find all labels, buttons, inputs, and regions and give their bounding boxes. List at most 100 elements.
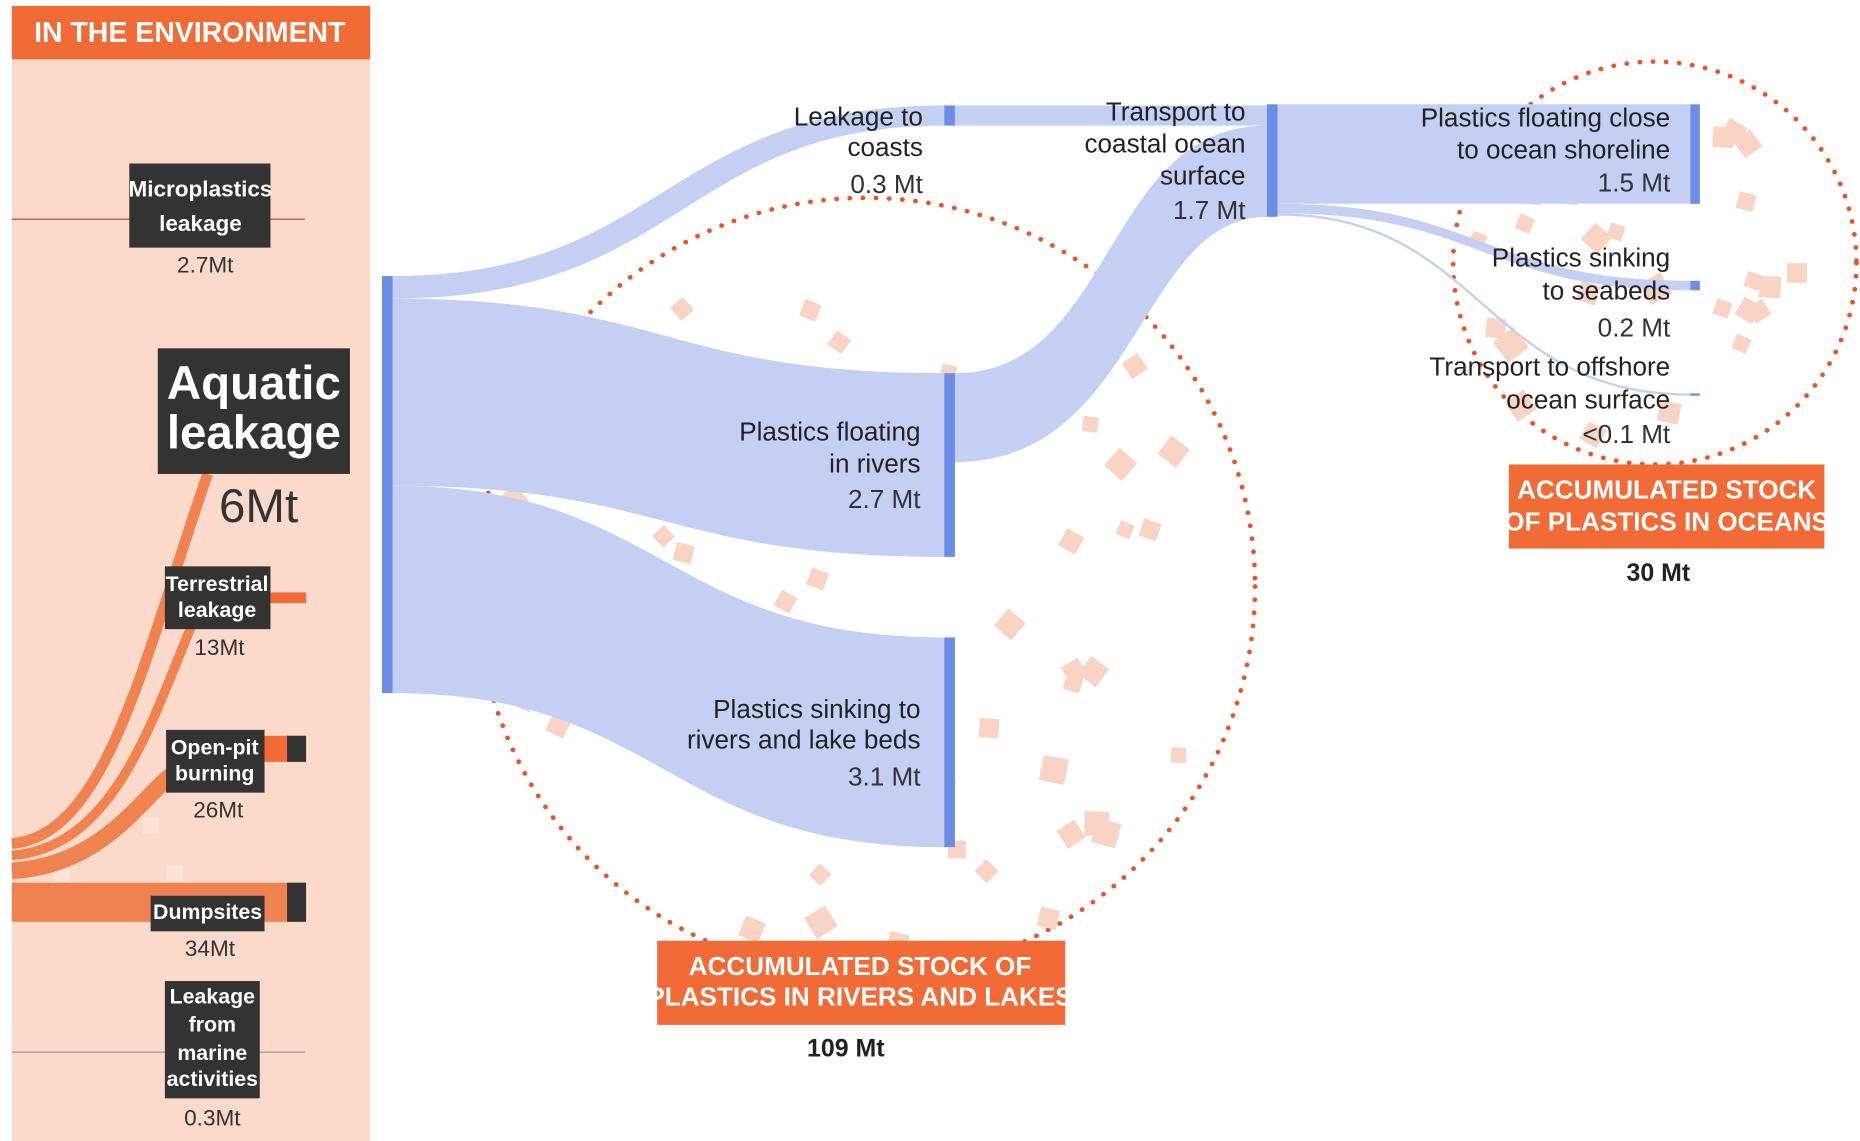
node-label: Leakage to <box>794 101 923 131</box>
decor-square <box>1733 129 1763 159</box>
left-value: 13Mt <box>194 635 245 660</box>
label-box <box>164 566 271 630</box>
flow-line <box>11 614 201 861</box>
decor-square <box>1077 656 1110 688</box>
left-label: Aquatic <box>167 357 341 410</box>
label-box <box>164 981 260 1099</box>
node-value: 3.1 Mt <box>848 761 921 791</box>
flow-line <box>11 472 213 849</box>
decor-square <box>1758 275 1782 299</box>
decor-square <box>1656 399 1682 425</box>
node-value: <0.1 Mt <box>1582 419 1671 449</box>
node-value: 0.3 Mt <box>850 169 923 199</box>
decor-square <box>1743 270 1764 291</box>
decor-square <box>1787 263 1807 283</box>
left-label: activities <box>167 1067 258 1091</box>
node-label: Plastics floating <box>739 417 920 447</box>
left-value: 6Mt <box>219 480 298 533</box>
left-label: Leakage <box>170 984 256 1008</box>
decor-square <box>974 859 999 884</box>
node-bar <box>1690 104 1700 204</box>
decor-square <box>166 864 183 882</box>
flow-line <box>11 763 183 880</box>
node-label: in rivers <box>829 449 920 479</box>
decor-square <box>669 296 694 321</box>
node-labels: Leakage to coasts 0.3 Mt Plastics floati… <box>687 97 1671 792</box>
node-label: to ocean shoreline <box>1457 135 1670 165</box>
decor-square <box>1056 819 1086 849</box>
node-label: surface <box>1160 161 1246 191</box>
node-label: to seabeds <box>1543 276 1671 306</box>
flow <box>1277 213 1691 396</box>
decor-square <box>1575 280 1601 306</box>
left-label: leakage <box>159 211 242 236</box>
decor-square <box>1504 389 1537 422</box>
decor-square <box>1115 520 1135 540</box>
left-label: Terrestrial <box>166 572 269 596</box>
decor-square <box>805 567 830 591</box>
decor-square <box>978 717 1000 739</box>
flow <box>1277 203 1691 291</box>
node-bar <box>381 276 393 694</box>
node-bar <box>1266 104 1278 217</box>
decor-square <box>804 905 838 940</box>
end-cap <box>287 882 307 922</box>
decor-square <box>1038 754 1069 785</box>
node-bar <box>944 637 955 848</box>
left-label: Microplastics <box>128 177 272 202</box>
node-bar <box>944 373 955 557</box>
decor-square <box>738 915 767 944</box>
stock-label: ACCUMULATED STOCK <box>1517 475 1816 505</box>
stock-circle <box>474 195 1258 978</box>
label-box <box>150 895 265 932</box>
decor-square <box>993 608 1026 641</box>
decor-square <box>827 330 852 355</box>
label-box <box>129 163 271 248</box>
left-label: leakage <box>167 407 341 460</box>
decor-square <box>1485 317 1507 339</box>
left-label: from <box>189 1013 236 1037</box>
decor-square <box>1580 222 1613 254</box>
node-bar <box>1690 280 1700 291</box>
stock-box <box>657 940 1066 1025</box>
decor-square <box>53 868 70 886</box>
decor-square <box>808 863 832 886</box>
stock-box <box>1508 464 1825 549</box>
decor-square <box>1734 296 1763 325</box>
node-bar <box>944 105 955 126</box>
node-label: Plastics sinking <box>1492 242 1670 272</box>
flow <box>392 485 945 848</box>
node-label: ocean surface <box>1506 385 1670 415</box>
decor-square <box>1084 811 1110 836</box>
left-label: Dumpsites <box>153 900 262 924</box>
flow <box>1277 104 1691 204</box>
node-label: Plastics floating close <box>1421 103 1670 133</box>
left-title: IN THE ENVIRONMENT <box>34 17 346 49</box>
flow <box>392 298 945 557</box>
decor-square <box>1103 447 1138 481</box>
left-label: leakage <box>178 598 256 622</box>
stock-value: 30 Mt <box>1627 559 1691 587</box>
decor-square <box>1735 191 1757 212</box>
label-box <box>157 348 350 474</box>
node-label: Transport to offshore <box>1429 351 1670 381</box>
decor-square <box>1057 528 1085 555</box>
decor-square <box>799 299 822 322</box>
decor-square <box>1036 906 1061 930</box>
node-value: 1.5 Mt <box>1598 168 1671 198</box>
node-label: coastal ocean <box>1085 129 1246 159</box>
node-label: Transport to <box>1106 97 1246 127</box>
node-value: 1.7 Mt <box>1173 195 1246 225</box>
decor-square <box>773 589 798 614</box>
left-value: 34Mt <box>185 936 236 961</box>
decor-square <box>1514 213 1536 235</box>
flow <box>392 105 945 299</box>
decor-square <box>1121 353 1148 380</box>
flow <box>954 125 1267 463</box>
decor-square <box>1138 518 1162 542</box>
left-label: Open-pit <box>171 735 259 759</box>
node-label: Plastics sinking to <box>713 694 920 724</box>
left-value: 0.3Mt <box>184 1106 241 1131</box>
